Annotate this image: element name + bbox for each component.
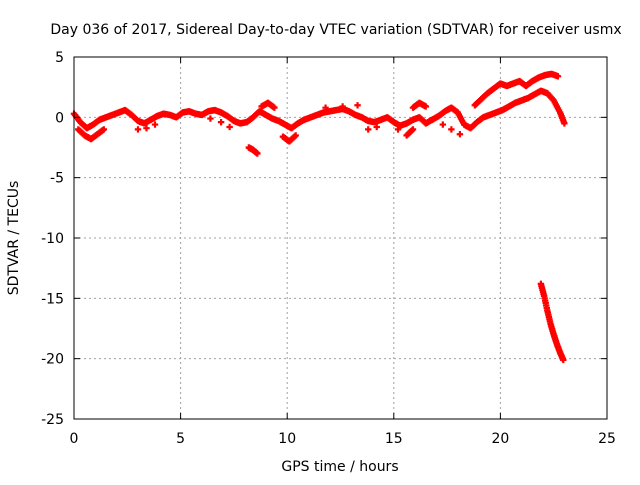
series-4 [537,280,567,364]
data-point [456,131,464,138]
grid [74,57,607,419]
data-point [143,124,150,132]
y-tick-label: 0 [55,110,64,126]
data-point [100,126,108,133]
data-point [217,118,225,126]
x-tick-label: 10 [278,431,296,447]
y-tick-label: -20 [41,352,64,368]
series-1 [75,115,464,145]
data-point [394,126,402,133]
x-tick-label: 0 [70,431,79,447]
x-tick-label: 15 [385,431,403,447]
data-point [409,126,417,133]
x-tick-label: 20 [491,431,509,447]
data-point [422,103,429,110]
series-0 [70,87,568,132]
data-point [354,102,361,109]
chart-title: Day 036 of 2017, Sidereal Day-to-day VTE… [50,22,621,38]
y-tick-label: -10 [41,231,64,247]
x-axis-label: GPS time / hours [281,459,398,475]
data-point [439,121,447,128]
data-point [373,123,380,131]
y-tick-label: -25 [41,412,64,428]
ticks: 0 5 10 15 20 25 5 0 -5 -10 -15 -20 -25 [41,50,616,447]
data-point [151,121,159,128]
series-3 [245,144,261,157]
y-tick-label: -5 [50,171,64,187]
data-point [271,104,278,111]
data-point [561,120,568,127]
x-tick-label: 5 [176,431,185,447]
x-tick-label: 25 [598,431,616,447]
data-point [554,73,562,80]
data-point [365,126,372,133]
data-point [339,103,346,110]
data-point [254,150,261,157]
series-2 [258,70,562,111]
data-point [448,126,455,133]
series-layer [70,70,568,364]
data-point [226,123,233,131]
data-point [292,132,299,139]
data-point [322,104,329,111]
data-point [560,356,567,364]
y-tick-label: 5 [55,50,64,66]
y-axis-label: SDTVAR / TECUs [6,181,22,296]
y-tick-label: -15 [41,291,64,307]
data-point [207,115,214,122]
data-point [134,126,142,133]
